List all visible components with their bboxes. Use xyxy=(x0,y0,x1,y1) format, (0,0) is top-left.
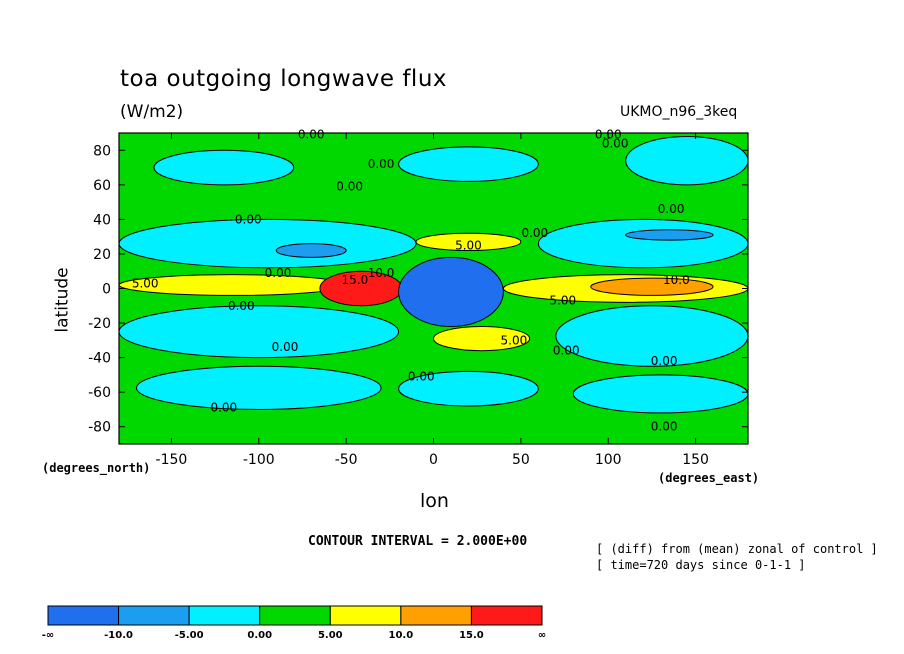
contour-labels: 0.00 0.000.000.000.000.000.000.005.000.00… xyxy=(132,128,690,434)
region--5_0-9 xyxy=(398,370,539,407)
region-10_15-17 xyxy=(590,277,714,296)
region--5_0-10 xyxy=(572,374,748,414)
contour-label: 0.00 xyxy=(228,299,255,313)
region--5_0-8 xyxy=(135,365,382,410)
y-tick-label: 20 xyxy=(93,247,111,263)
y-tick-label: 80 xyxy=(93,143,111,159)
contour-label: 15.0 xyxy=(342,273,369,287)
contour-label: 0.00 xyxy=(336,180,363,194)
contour-label: 0.00 xyxy=(298,128,325,142)
region-5_10-14 xyxy=(433,326,531,352)
x-tick-label: 0 xyxy=(429,452,438,468)
map-field xyxy=(119,133,748,444)
colorbar-label: 15.0 xyxy=(459,630,484,641)
contour-label: 5.00 xyxy=(132,276,159,290)
y-tick-label: -40 xyxy=(88,351,111,367)
y-tick-label: 0 xyxy=(102,282,111,298)
x-tick-label: 50 xyxy=(512,452,530,468)
y-tick-label: 60 xyxy=(93,178,111,194)
contour-label: 0.00 xyxy=(521,226,548,240)
x-tick-label: -50 xyxy=(335,452,358,468)
colorbar: -∞ -10.0 -5.00 0.00 5.00 10.0 15.0 ∞ xyxy=(42,605,546,641)
y-tick-label: -20 xyxy=(88,316,111,332)
note-line-2: [ time=720 days since 0-1-1 ] xyxy=(596,558,806,572)
region-5_10-13 xyxy=(415,232,522,251)
contour-label: 0.00 xyxy=(651,420,678,434)
region--5_0-4 xyxy=(119,218,417,269)
contour-label: 0.00 xyxy=(658,202,685,216)
contour-label: 0.00 xyxy=(408,370,435,384)
contour-label: 10.0 xyxy=(368,266,395,280)
region--5_0-6 xyxy=(119,305,400,359)
colorbar-label: 0.00 xyxy=(247,630,272,641)
y-tick-label: -80 xyxy=(88,420,111,436)
colorbar-label: -5.00 xyxy=(175,630,204,641)
contour-label: 0.00 xyxy=(651,354,678,368)
contour-label: 10.0 xyxy=(663,273,690,287)
contour-label: 0.00 xyxy=(265,266,292,280)
colorbar-label: 10.0 xyxy=(389,630,414,641)
contour-label: 5.00 xyxy=(501,333,528,347)
contour-label: 5.00 xyxy=(549,294,576,308)
colorbar-swatch xyxy=(329,605,402,626)
region--10_-5-12 xyxy=(625,229,714,241)
colorbar-label: 5.00 xyxy=(318,630,343,641)
colorbar-label: -10.0 xyxy=(104,630,133,641)
y-tick-label: -60 xyxy=(88,385,111,401)
contour-label: 0.00 xyxy=(235,212,262,226)
note-line-1: [ (diff) from (mean) zonal of control ] xyxy=(596,542,878,556)
region--10_-5-11 xyxy=(275,243,347,258)
colorbar-swatch xyxy=(400,605,472,626)
chart-title: toa outgoing longwave flux xyxy=(120,66,448,92)
colorbar-label: ∞ xyxy=(538,630,546,641)
axis-ticks: -150 -100 -50 0 50 100 150 -80 -60 -40 -20 0 20 40 60 8… xyxy=(88,133,748,468)
x-axis-units: (degrees_east) xyxy=(658,471,760,485)
contour-label: 0.00 xyxy=(368,157,395,171)
region--5_0-3 xyxy=(625,135,748,186)
x-tick-label: -150 xyxy=(156,452,188,468)
model-name: UKMO_n96_3keq xyxy=(620,104,738,120)
contour-label: 0.00 xyxy=(210,401,237,415)
region--5_0-5 xyxy=(537,218,748,269)
y-tick-label: 40 xyxy=(93,212,111,228)
region-lt_-10-19 xyxy=(398,256,504,328)
y-axis-label: latitude xyxy=(52,267,73,333)
x-tick-label: -100 xyxy=(243,452,275,468)
contour-label: 0.00 xyxy=(272,340,299,354)
region--5_0-2 xyxy=(398,146,539,182)
region--5_0-1 xyxy=(153,149,295,186)
colorbar-label: -∞ xyxy=(42,630,54,641)
colorbar-swatch xyxy=(470,605,543,626)
contour-label: 0.00 xyxy=(553,344,580,358)
y-axis-units: (degrees_north) xyxy=(42,461,151,475)
x-tick-label: 150 xyxy=(682,452,709,468)
x-axis-label: lon xyxy=(420,490,449,512)
colorbar-swatch xyxy=(118,605,190,626)
x-tick-label: 100 xyxy=(595,452,622,468)
chart-units: (W/m2) xyxy=(120,102,184,122)
colorbar-swatch xyxy=(188,605,261,626)
contour-label: 0.00 xyxy=(595,128,622,142)
contour-interval: CONTOUR INTERVAL = 2.000E+00 xyxy=(308,534,528,549)
colorbar-swatch xyxy=(259,605,331,626)
contour-label: 0.00 xyxy=(602,136,629,150)
contour-label: 5.00 xyxy=(455,238,482,252)
colorbar-swatch xyxy=(47,605,120,626)
